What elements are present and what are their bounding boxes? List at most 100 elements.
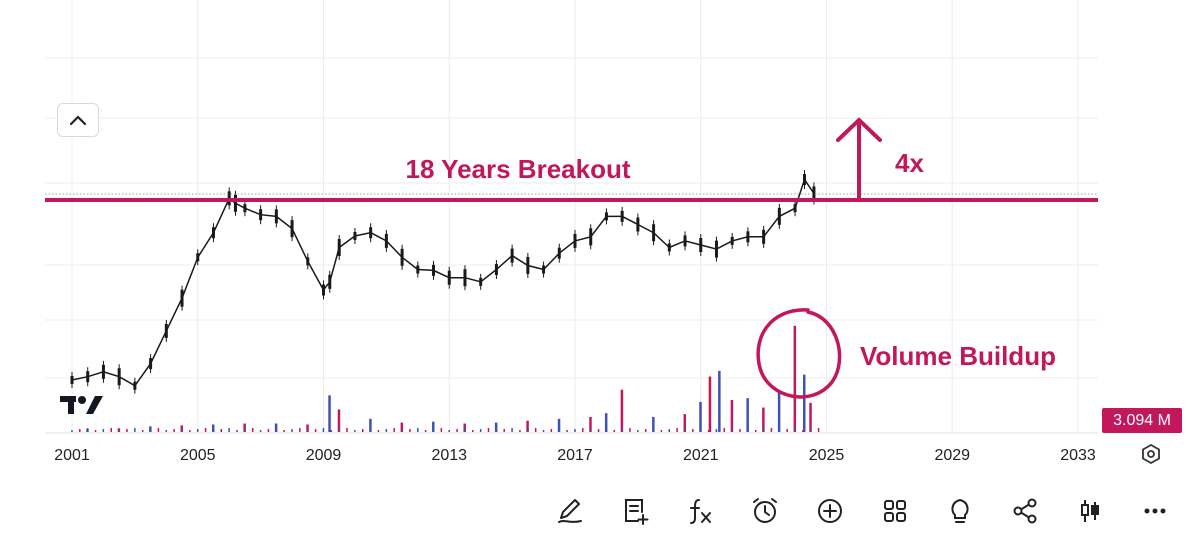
volume-bar-small (786, 429, 788, 432)
volume-bar (777, 392, 781, 432)
volume-bar-small (778, 430, 781, 432)
volume-bar (494, 422, 498, 432)
chart-grid (45, 0, 1098, 433)
volume-bar-small (731, 430, 733, 432)
price-chart[interactable]: 18 Years Breakout 4x Volume Buildup 2001… (0, 0, 1200, 480)
volume-bar-small (314, 429, 317, 432)
volume-bar-small (652, 428, 655, 432)
volume-bar-small (385, 429, 388, 432)
volume-bar-small (338, 429, 340, 432)
volume-bar-small (173, 429, 175, 432)
volume-bar-small (181, 428, 183, 432)
x-tick-label: 2013 (431, 447, 467, 464)
volume-bar-small (613, 430, 615, 432)
volume-bar-small (220, 429, 223, 432)
settings-hexagon-icon[interactable] (1137, 440, 1165, 468)
volume-bar-small (118, 430, 120, 432)
volume-bar-small (417, 428, 419, 432)
volume-bar-small (275, 428, 278, 432)
volume-bar-small (440, 428, 443, 432)
volume-bar-small (707, 430, 710, 432)
volume-buildup-label: Volume Buildup (860, 341, 1056, 371)
grid-apps-icon[interactable] (875, 491, 915, 531)
volume-bar-small (189, 430, 191, 432)
breakout-label: 18 Years Breakout (406, 154, 631, 184)
bottom-toolbar (540, 485, 1200, 535)
volume-bar-small (94, 430, 97, 432)
note-add-icon[interactable] (615, 491, 655, 531)
volume-bar-small (472, 430, 474, 432)
x-tick-label: 2009 (306, 447, 342, 464)
volume-bar-small (762, 429, 765, 432)
volume-bar (793, 325, 797, 432)
volume-bar-small (71, 430, 73, 432)
x-tick-label: 2029 (934, 447, 970, 464)
volume-bar-small (236, 430, 238, 432)
volume-bar-small (102, 429, 105, 432)
volume-bar-small (550, 429, 553, 432)
volume-bar (463, 423, 466, 432)
volume-bar-small (424, 430, 427, 432)
x-axis-labels: 2001 2005 2009 2013 2017 2021 2025 2029 2033 (54, 447, 1096, 464)
volume-bar (746, 398, 749, 432)
volume-bar-small (330, 430, 333, 432)
volume-bar-small (377, 430, 380, 432)
volume-bar (604, 413, 608, 432)
volume-bar-small (597, 429, 600, 432)
share-icon[interactable] (1005, 491, 1045, 531)
volume-bar-small (204, 428, 207, 432)
volume-bar-small (747, 428, 749, 432)
volume-circle-annotation (756, 308, 842, 399)
volume-bar-small (699, 428, 702, 432)
volume-value-badge: 3.094 M (1102, 408, 1182, 433)
x-tick-label: 2017 (557, 447, 593, 464)
more-icon[interactable] (1135, 491, 1175, 531)
volume-bar-small (322, 428, 325, 432)
volume-bar-small (464, 428, 466, 432)
volume-bar-small (361, 429, 364, 432)
drawing-pen-icon[interactable] (550, 491, 590, 531)
volume-bar (369, 418, 372, 432)
volume-bar-small (354, 430, 356, 432)
volume-bar (652, 416, 655, 432)
volume-bar-small (487, 428, 490, 432)
volume-bar-small (456, 429, 458, 432)
volume-bar-small (566, 430, 568, 432)
volume-bar-small (542, 430, 545, 432)
volume-bar (802, 374, 806, 432)
function-fx-icon[interactable] (680, 491, 720, 531)
volume-bar-small (676, 428, 678, 432)
volume-bar (699, 401, 702, 432)
volume-bar (526, 420, 529, 432)
add-circle-icon[interactable] (810, 491, 850, 531)
lightbulb-icon[interactable] (940, 491, 980, 531)
volume-bar (328, 395, 331, 432)
volume-bars (71, 325, 820, 432)
volume-bar (589, 416, 592, 432)
volume-bar-small (739, 429, 741, 432)
volume-bar (718, 370, 721, 432)
volume-bar (557, 418, 561, 432)
volume-bar (211, 424, 215, 432)
volume-bar-small (259, 430, 262, 432)
volume-bar (708, 376, 712, 432)
volume-bar-small (495, 430, 498, 432)
volume-bar-small (126, 429, 128, 432)
volume-bar-small (448, 430, 450, 432)
volume-bar-small (149, 429, 152, 432)
tradingview-logo[interactable] (60, 394, 104, 421)
volume-bar-small (212, 430, 215, 432)
volume-bar-small (802, 430, 804, 432)
volume-bar-small (754, 430, 757, 432)
arrow-up-annotation (836, 117, 882, 200)
collapse-button[interactable] (57, 103, 99, 137)
volume-bar-small (306, 430, 309, 432)
volume-bar-small (715, 429, 718, 432)
volume-bar-small (519, 430, 521, 432)
volume-bar-small (401, 430, 403, 432)
volume-bar (683, 414, 687, 432)
alarm-clock-icon[interactable] (745, 491, 785, 531)
volume-bar (620, 389, 624, 432)
volume-bar-small (558, 428, 560, 432)
candlestick-icon[interactable] (1070, 491, 1110, 531)
